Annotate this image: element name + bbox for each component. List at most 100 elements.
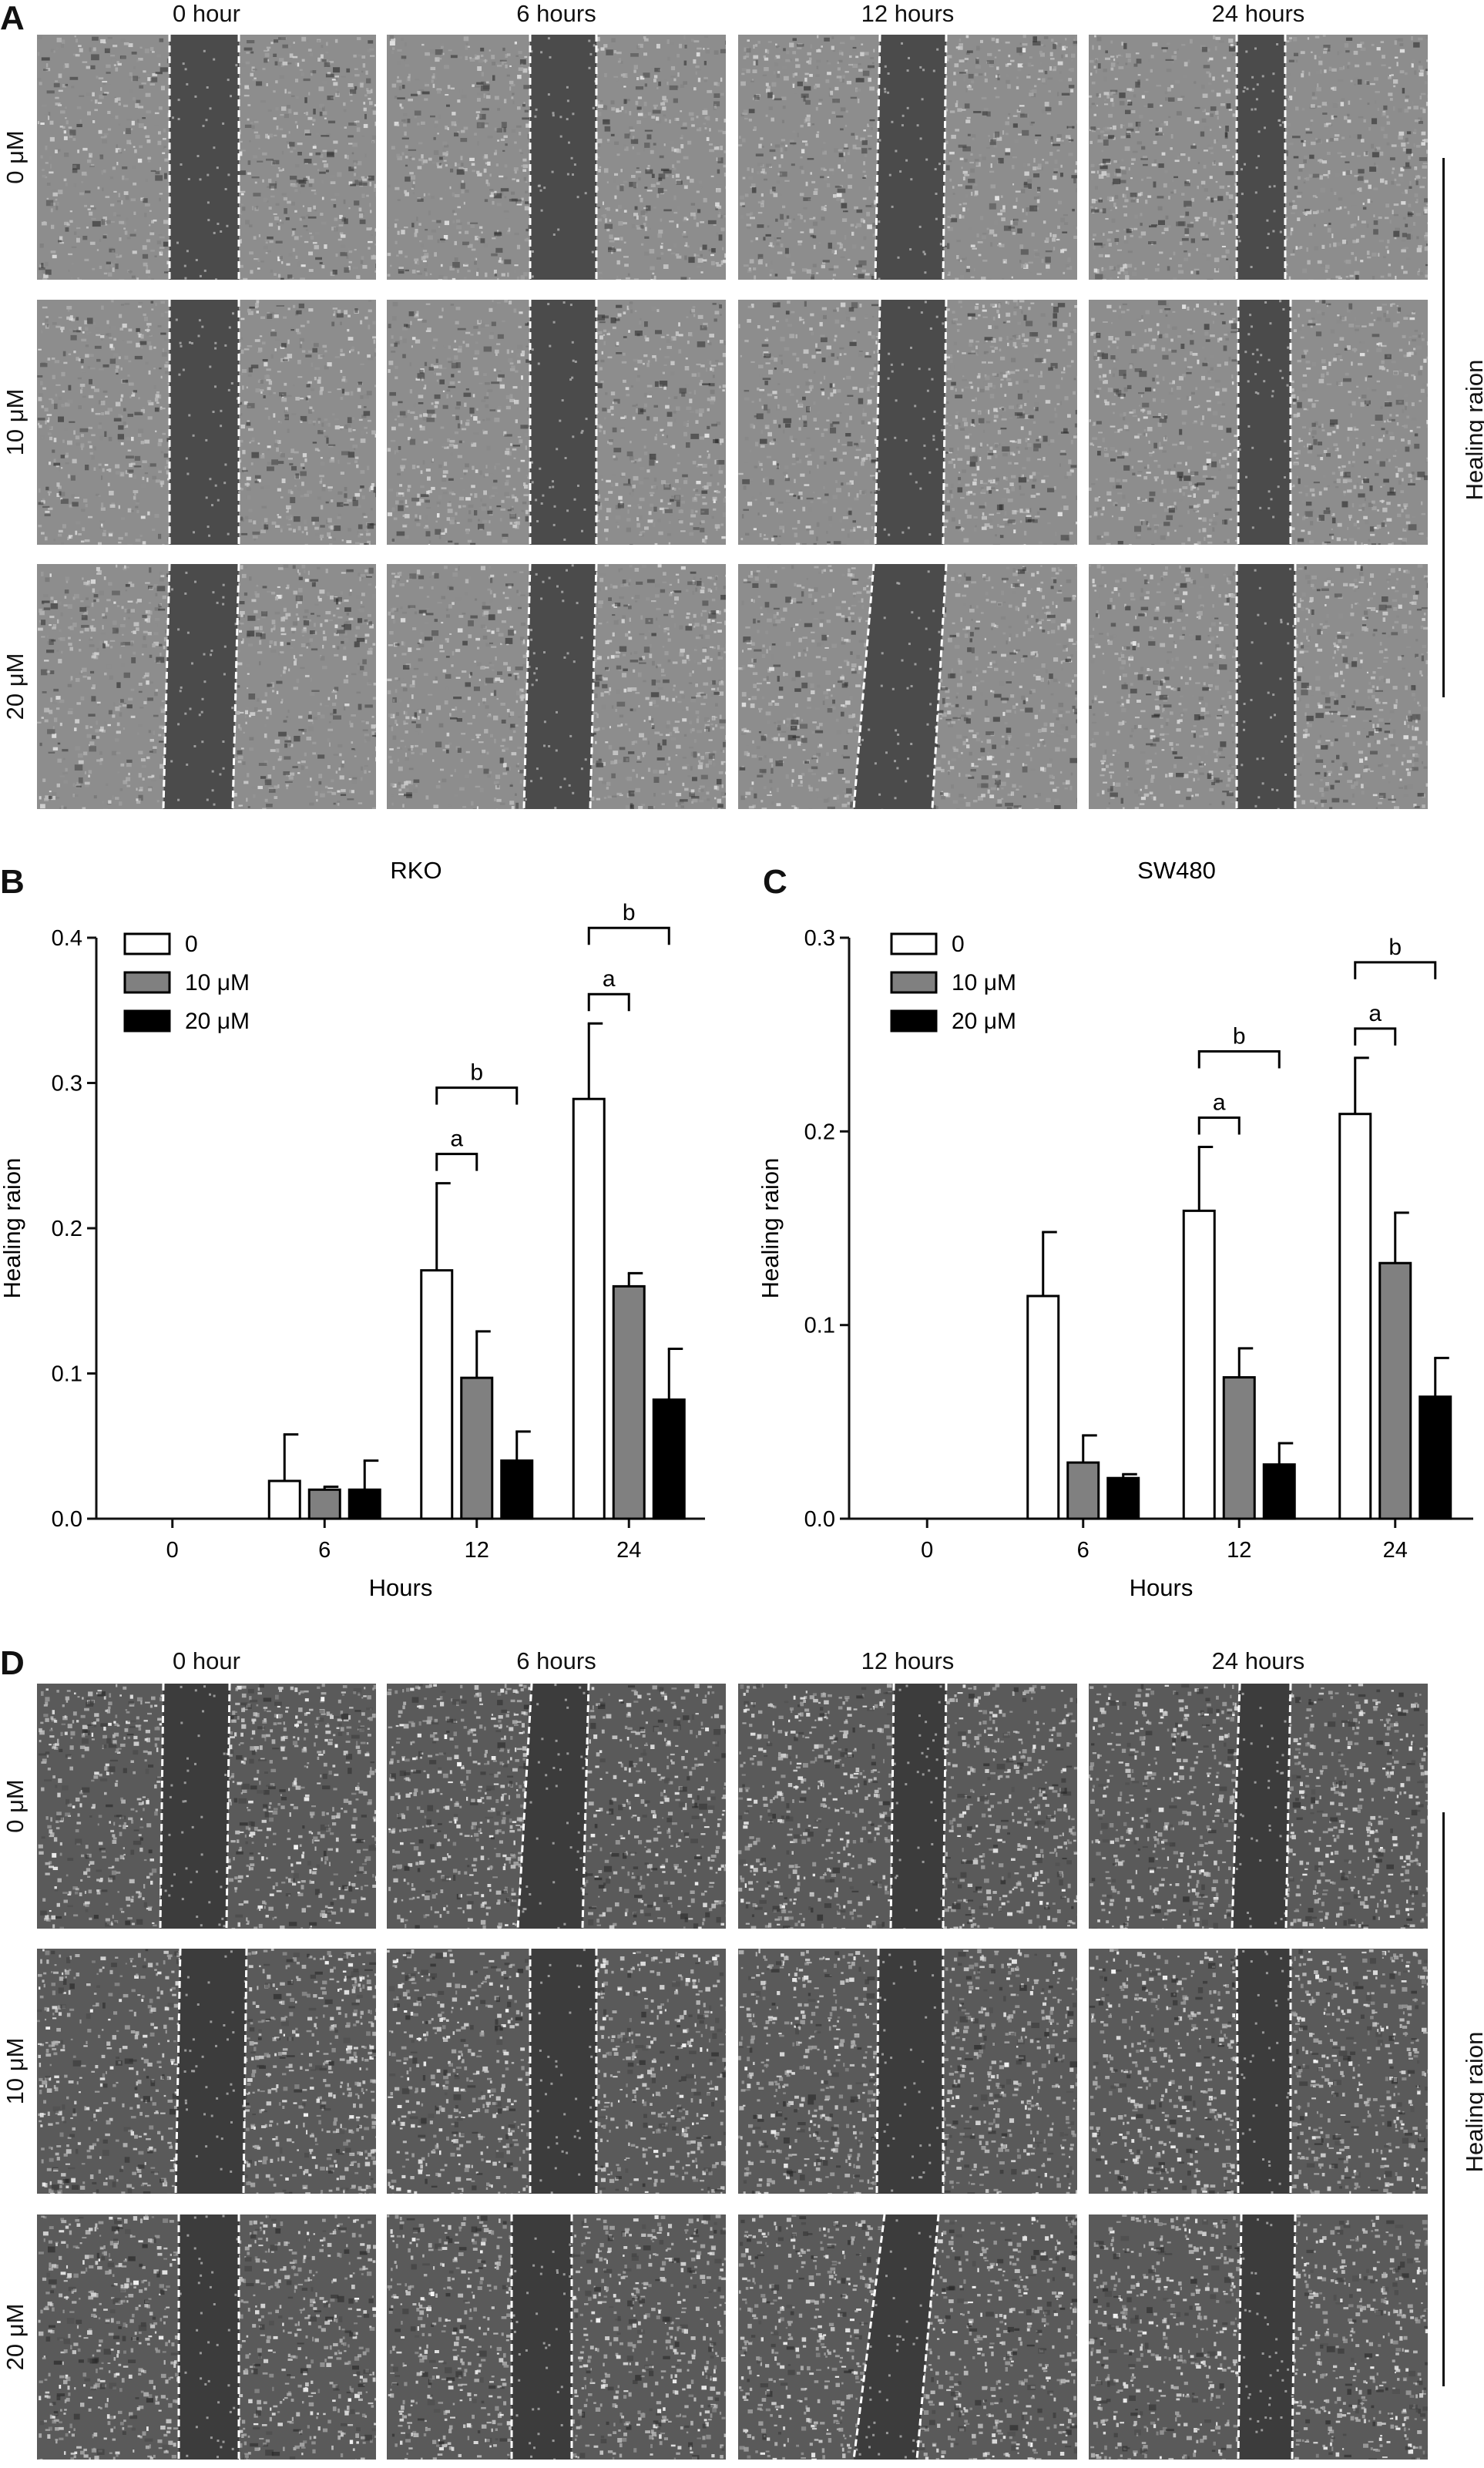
column-title: 0 hour — [37, 0, 376, 28]
legend-label: 0 — [185, 932, 198, 957]
significance-label: b — [623, 900, 636, 925]
y-tick-label: 0.2 — [52, 1217, 82, 1241]
panel-d-side-line — [1442, 1812, 1445, 2386]
significance-bracket — [1197, 1049, 1281, 1069]
panel-c-letter: C — [763, 865, 787, 899]
micrograph-tile — [1089, 2214, 1428, 2460]
y-tick-label: 0.4 — [52, 926, 82, 951]
significance-bracket — [435, 1086, 519, 1105]
micrograph-tile — [1089, 1684, 1428, 1929]
y-tick-label: 0.3 — [804, 926, 835, 951]
bar — [420, 1269, 454, 1520]
panel-d-letter: D — [0, 1647, 25, 1681]
row-label: 0 μM — [2, 1729, 29, 1883]
micrograph-tile — [738, 35, 1077, 280]
micrograph-tile — [387, 300, 726, 545]
bar — [1026, 1294, 1060, 1520]
bar — [1338, 1113, 1372, 1520]
significance-label: a — [1213, 1090, 1226, 1115]
bar — [652, 1398, 686, 1520]
y-tick-label: 0.1 — [804, 1314, 835, 1338]
panel-d-side-label: Healing raion — [1461, 1986, 1484, 2218]
significance-label: b — [470, 1060, 483, 1086]
legend-label: 10 μM — [952, 970, 1016, 996]
significance-bracket — [587, 992, 630, 1012]
bar — [1106, 1476, 1140, 1520]
legend-swatch — [123, 932, 171, 955]
legend-swatch — [123, 971, 171, 994]
column-title: 12 hours — [738, 0, 1077, 28]
significance-label: a — [450, 1127, 463, 1152]
bar — [267, 1479, 301, 1520]
y-tick-label: 0.3 — [52, 1072, 82, 1096]
bar — [1419, 1395, 1452, 1520]
legend-swatch — [123, 1009, 171, 1033]
bar — [1066, 1461, 1100, 1520]
x-axis-label: Hours — [1130, 1574, 1194, 1601]
legend-swatch — [890, 1009, 938, 1033]
panel-a-side-label: Healing raion — [1461, 314, 1484, 546]
micrograph-tile — [37, 35, 376, 280]
legend-label: 20 μM — [952, 1009, 1016, 1034]
legend-swatch — [890, 932, 938, 955]
significance-bracket — [587, 926, 670, 945]
y-tick-label: 0.1 — [52, 1362, 82, 1387]
x-tick-label: 0 — [166, 1538, 179, 1563]
chart-title: RKO — [390, 857, 442, 884]
y-tick-label: 0.0 — [52, 1507, 82, 1532]
bar — [1222, 1376, 1256, 1520]
micrograph-tile — [1089, 564, 1428, 809]
micrograph-tile — [1089, 35, 1428, 280]
micrograph-tile — [1089, 300, 1428, 545]
bar — [612, 1284, 646, 1520]
legend-label: 20 μM — [185, 1009, 250, 1034]
x-axis-label: Hours — [369, 1574, 433, 1601]
micrograph-tile — [37, 1949, 376, 2194]
column-title: 24 hours — [1089, 1647, 1428, 1675]
bar — [572, 1097, 606, 1520]
micrograph-tile — [37, 2214, 376, 2460]
bar — [307, 1488, 341, 1520]
micrograph-tile — [387, 2214, 726, 2460]
x-tick-label: 12 — [465, 1538, 489, 1563]
micrograph-tile — [1089, 1949, 1428, 2194]
x-tick-label: 0 — [921, 1538, 933, 1563]
x-tick-label: 6 — [1077, 1538, 1089, 1563]
chart-rko: RKO 0.0 0.1 0.2 0.3 0.4 Healing raion 0 6 12 24 Hou… — [0, 855, 740, 1622]
legend-label: 10 μM — [185, 970, 250, 996]
significance-bracket — [435, 1153, 478, 1171]
micrograph-tile — [738, 564, 1077, 809]
row-label: 10 μM — [2, 345, 29, 499]
column-title: 12 hours — [738, 1647, 1077, 1675]
significance-bracket — [1354, 961, 1437, 979]
bar — [1262, 1463, 1296, 1520]
panel-b-letter: B — [0, 865, 25, 899]
micrograph-tile — [37, 300, 376, 545]
row-label: 10 μM — [2, 1994, 29, 2148]
x-tick-label: 24 — [1383, 1538, 1408, 1563]
bar — [347, 1488, 381, 1520]
row-label: 20 μM — [2, 2260, 29, 2414]
legend-swatch — [890, 971, 938, 994]
bar — [1182, 1209, 1216, 1520]
y-tick-label: 0.2 — [804, 1120, 835, 1144]
significance-label: a — [603, 966, 616, 992]
y-axis-label: Healing raion — [757, 1158, 784, 1299]
row-label: 0 μM — [2, 80, 29, 234]
micrograph-tile — [387, 35, 726, 280]
y-axis-label: Healing raion — [0, 1158, 25, 1299]
significance-label: b — [1388, 935, 1402, 960]
bar — [460, 1376, 494, 1520]
panel-a-letter: A — [0, 2, 25, 35]
x-tick-label: 12 — [1227, 1538, 1251, 1563]
significance-label: b — [1233, 1023, 1246, 1049]
micrograph-tile — [738, 300, 1077, 545]
row-label: 20 μM — [2, 609, 29, 764]
micrograph-tile — [738, 1684, 1077, 1929]
column-title: 0 hour — [37, 1647, 376, 1675]
micrograph-tile — [738, 2214, 1077, 2460]
micrograph-tile — [387, 1684, 726, 1929]
micrograph-tile — [37, 564, 376, 809]
x-tick-label: 6 — [318, 1538, 331, 1563]
micrograph-tile — [387, 564, 726, 809]
